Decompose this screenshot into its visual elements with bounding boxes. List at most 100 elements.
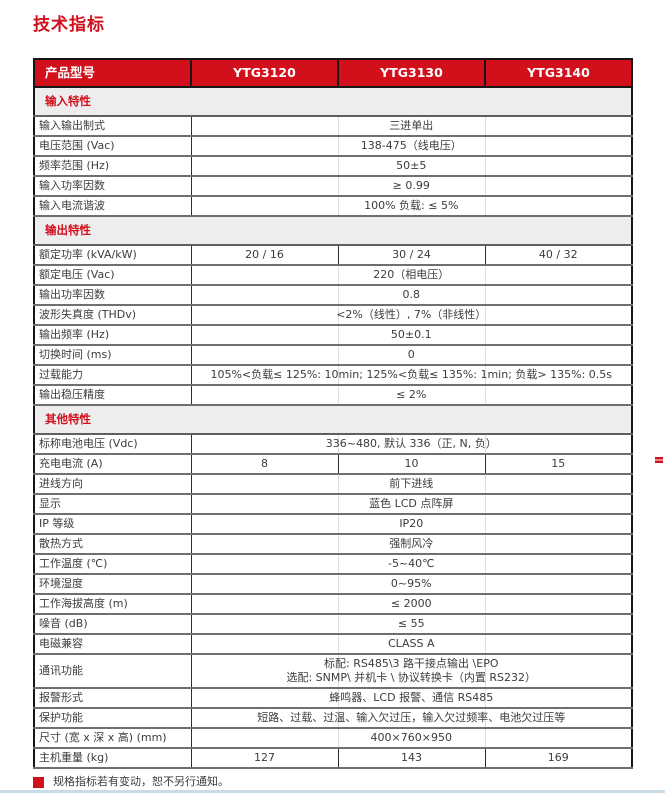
- spec-label: 进线方向: [34, 474, 192, 495]
- spec-row: 工作温度 (℃) -5~40℃: [34, 554, 632, 575]
- footer-note: 规格指标若有变动，恕不另行通知。: [33, 775, 631, 789]
- spec-value: CLASS A: [191, 634, 632, 655]
- spec-value: ≥ 0.99: [191, 176, 632, 197]
- section-title: 其他特性: [34, 404, 632, 435]
- spec-row: 噪音 (dB) ≤ 55: [34, 614, 632, 635]
- spec-value: 100% 负载: ≤ 5%: [191, 196, 632, 217]
- spec-label: 电压范围 (Vac): [34, 136, 192, 157]
- spec-row: 输入输出制式 三进单出: [34, 116, 632, 137]
- spec-label: 工作温度 (℃): [34, 554, 192, 575]
- spec-label: 频率范围 (Hz): [34, 156, 192, 177]
- spec-row: 电磁兼容 CLASS A: [34, 634, 632, 655]
- spec-value: 169: [484, 748, 632, 769]
- spec-label: 额定功率 (kVA/kW): [34, 245, 192, 266]
- spec-value: 220（相电压）: [191, 265, 632, 286]
- spec-value: <2%（线性）, 7%（非线性）: [191, 305, 632, 326]
- spec-value: 0.8: [191, 285, 632, 306]
- spec-value: ≤ 2%: [191, 385, 632, 406]
- section-header-row: 输出特性: [34, 215, 632, 246]
- page-edge-red-mark: [655, 457, 663, 463]
- spec-row: 标称电池电压 (Vdc) 336~480, 默认 336（正, N, 负）: [34, 434, 632, 455]
- spec-row: 输入功率因数 ≥ 0.99: [34, 176, 632, 197]
- spec-row: 显示 蓝色 LCD 点阵屏: [34, 494, 632, 515]
- spec-value: 0~95%: [191, 574, 632, 595]
- spec-value: 30 / 24: [337, 245, 485, 266]
- spec-row: 报警形式 蜂鸣器、LCD 报警、通信 RS485: [34, 688, 632, 709]
- header-model-1: YTG3120: [190, 59, 338, 88]
- spec-label: IP 等级: [34, 514, 192, 535]
- spec-row: 电压范围 (Vac) 138-475（线电压）: [34, 136, 632, 157]
- spec-row: 波形失真度 (THDv) <2%（线性）, 7%（非线性）: [34, 305, 632, 326]
- spec-row: 输出功率因数 0.8: [34, 285, 632, 306]
- header-model-2: YTG3130: [337, 59, 485, 88]
- spec-label: 保护功能: [34, 708, 192, 729]
- spec-row: 切换时间 (ms) 0: [34, 345, 632, 366]
- spec-row: 充电电流 (A) 8 10 15: [34, 454, 632, 475]
- spec-label: 报警形式: [34, 688, 192, 709]
- header-model-3: YTG3140: [484, 59, 632, 88]
- spec-label: 输入电流谐波: [34, 196, 192, 217]
- spec-row: 额定功率 (kVA/kW) 20 / 16 30 / 24 40 / 32: [34, 245, 632, 266]
- spec-label: 波形失真度 (THDv): [34, 305, 192, 326]
- spec-label: 噪音 (dB): [34, 614, 192, 635]
- spec-value: ≤ 2000: [191, 594, 632, 615]
- spec-row: 主机重量 (kg) 127 143 169: [34, 748, 632, 769]
- spec-table: 产品型号 YTG3120 YTG3130 YTG3140 输入特性 输入输出制式三…: [33, 58, 633, 769]
- section-header-row: 输入特性: [34, 86, 632, 117]
- spec-value-line: 标配: RS485\3 路干接点输出 \EPO: [324, 657, 499, 670]
- spec-label: 输入功率因数: [34, 176, 192, 197]
- spec-label: 输入输出制式: [34, 116, 192, 137]
- spec-label: 主机重量 (kg): [34, 748, 192, 769]
- spec-value: 8: [191, 454, 338, 475]
- spec-row: 输出频率 (Hz) 50±0.1: [34, 325, 632, 346]
- footer-note-text: 规格指标若有变动，恕不另行通知。: [53, 775, 229, 788]
- spec-row: 尺寸 (宽 x 深 x 高) (mm) 400×760×950: [34, 728, 632, 749]
- spec-value: 336~480, 默认 336（正, N, 负）: [191, 434, 632, 455]
- header-product-model: 产品型号: [34, 59, 191, 88]
- bottom-edge-strip: [0, 790, 665, 793]
- spec-label: 过载能力: [34, 365, 192, 386]
- spec-value: IP20: [191, 514, 632, 535]
- spec-value: 三进单出: [191, 116, 632, 137]
- spec-row: 额定电压 (Vac) 220（相电压）: [34, 265, 632, 286]
- spec-label: 输出频率 (Hz): [34, 325, 192, 346]
- section-title: 输入特性: [34, 86, 632, 117]
- spec-row: 输出稳压精度 ≤ 2%: [34, 385, 632, 406]
- spec-value: 前下进线: [191, 474, 632, 495]
- spec-value: 50±5: [191, 156, 632, 177]
- spec-value: 蜂鸣器、LCD 报警、通信 RS485: [191, 688, 632, 709]
- spec-value: 蓝色 LCD 点阵屏: [191, 494, 632, 515]
- spec-label: 散热方式: [34, 534, 192, 555]
- spec-value: 0: [191, 345, 632, 366]
- spec-value: 40 / 32: [484, 245, 632, 266]
- spec-row: 进线方向 前下进线: [34, 474, 632, 495]
- spec-label: 电磁兼容: [34, 634, 192, 655]
- spec-label: 显示: [34, 494, 192, 515]
- spec-value: 短路、过载、过温、输入欠过压，输入欠过频率、电池欠过压等: [191, 708, 632, 729]
- red-square-bullet-icon: [33, 776, 44, 788]
- spec-value: 标配: RS485\3 路干接点输出 \EPO 选配: SNMP\ 并机卡 \ 协…: [191, 654, 632, 689]
- spec-value: 50±0.1: [191, 325, 632, 346]
- section-header-row: 其他特性: [34, 404, 632, 435]
- spec-label: 尺寸 (宽 x 深 x 高) (mm): [34, 728, 192, 749]
- spec-row: 过载能力 105%<负载≤ 125%: 10min; 125%<负载≤ 135%:…: [34, 365, 632, 386]
- spec-value: -5~40℃: [191, 554, 632, 575]
- spec-value: 143: [337, 748, 485, 769]
- spec-label: 输出功率因数: [34, 285, 192, 306]
- table-header-row: 产品型号 YTG3120 YTG3130 YTG3140: [34, 59, 632, 88]
- spec-value: ≤ 55: [191, 614, 632, 635]
- spec-label: 切换时间 (ms): [34, 345, 192, 366]
- spec-row: 通讯功能 标配: RS485\3 路干接点输出 \EPO 选配: SNMP\ 并机卡…: [34, 654, 632, 689]
- spec-value: 15: [484, 454, 632, 475]
- spec-value: 强制风冷: [191, 534, 632, 555]
- spec-row: 输入电流谐波 100% 负载: ≤ 5%: [34, 196, 632, 217]
- spec-value: 20 / 16: [191, 245, 338, 266]
- spec-table-body: 输入特性 输入输出制式 三进单出 电压范围 (Vac) 138-475（线电压） 频率范围…: [34, 86, 632, 769]
- spec-row: 频率范围 (Hz) 50±5: [34, 156, 632, 177]
- page-title: 技术指标: [33, 15, 105, 35]
- spec-label: 输出稳压精度: [34, 385, 192, 406]
- spec-value: 105%<负载≤ 125%: 10min; 125%<负载≤ 135%: 1mi…: [191, 365, 632, 386]
- spec-value: 138-475（线电压）: [191, 136, 632, 157]
- spec-row: 环境湿度 0~95%: [34, 574, 632, 595]
